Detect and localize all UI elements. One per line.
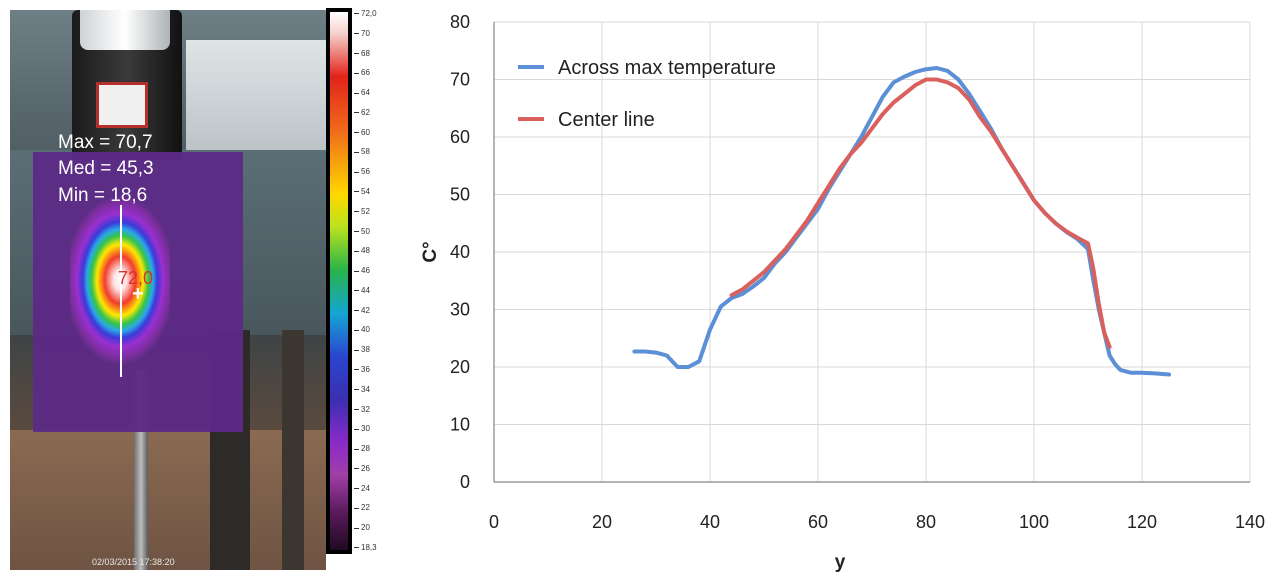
scale-tick-label: 28 xyxy=(354,445,370,453)
measurement-line xyxy=(120,205,122,377)
scale-tick-label: 54 xyxy=(354,188,370,196)
x-tick-label: 100 xyxy=(1019,512,1049,532)
scale-tick-label: 40 xyxy=(354,326,370,334)
scale-tick-label: 52 xyxy=(354,207,370,216)
scale-tick-label: 68 xyxy=(354,49,370,58)
scale-tick-label: 20 xyxy=(354,524,370,532)
x-tick-label: 80 xyxy=(916,512,936,532)
scale-tick-label: 44 xyxy=(354,286,370,295)
scale-tick-label: 50 xyxy=(354,227,370,236)
scale-tick-label: 60 xyxy=(354,128,370,137)
axes: 0 10 20 30 40 50 60 70 80 0 20 40 60 80 100 120 140 y C° xyxy=(420,12,1265,573)
scale-tick-label: 64 xyxy=(354,89,370,97)
scale-tick-label: 22 xyxy=(354,504,370,512)
x-tick-label: 0 xyxy=(489,512,499,532)
x-axis-title: y xyxy=(835,552,846,573)
chart-svg: 0 10 20 30 40 50 60 70 80 0 20 40 60 80 100 120 140 y C° A… xyxy=(420,12,1265,573)
y-tick-label: 10 xyxy=(450,415,470,435)
max-temperature: Max = 70,7 xyxy=(58,132,153,153)
capture-timestamp: 02/03/2015 17:38:20 xyxy=(92,557,175,567)
grid xyxy=(494,21,1251,482)
scale-tick-label: 30 xyxy=(354,425,370,433)
y-tick-label: 40 xyxy=(450,242,470,262)
scale-tick-label: 58 xyxy=(354,148,370,156)
y-tick-label: 0 xyxy=(460,472,470,492)
series-line-across-max-temperature xyxy=(632,66,1171,377)
x-tick-label: 140 xyxy=(1235,512,1265,532)
scale-tick-label: 48 xyxy=(354,247,370,255)
temperature-profile-chart: 0 10 20 30 40 50 60 70 80 0 20 40 60 80 100 120 140 y C° A… xyxy=(392,0,1269,576)
scale-tick-label: 56 xyxy=(354,168,370,176)
legend-label: Center line xyxy=(558,109,655,131)
y-tick-label: 30 xyxy=(450,300,470,320)
x-tick-label: 40 xyxy=(700,512,720,532)
x-tick-label: 120 xyxy=(1127,512,1157,532)
x-tick-label: 20 xyxy=(592,512,612,532)
photo-table-leg xyxy=(282,330,304,570)
x-tick-label: 60 xyxy=(808,512,828,532)
scale-tick-label: 32 xyxy=(354,405,370,414)
scale-tick-label: 46 xyxy=(354,267,370,275)
y-tick-label: 70 xyxy=(450,70,470,90)
thermal-photo xyxy=(10,10,326,570)
y-tick-label: 20 xyxy=(450,357,470,377)
y-axis-title: C° xyxy=(420,241,441,262)
min-temperature: Min = 18,6 xyxy=(58,185,148,206)
legend: Across max temperature Center line xyxy=(518,57,776,131)
y-tick-label: 50 xyxy=(450,185,470,205)
photo-floor xyxy=(10,430,326,570)
y-tick-label: 80 xyxy=(450,12,470,32)
scale-tick-label: 72,0 xyxy=(354,10,377,18)
scale-tick-label: 18,3 xyxy=(354,544,377,552)
scale-tick-label: 26 xyxy=(354,464,370,473)
scale-tick-label: 42 xyxy=(354,306,370,315)
color-scale-bar xyxy=(330,12,348,550)
series-line-center-line xyxy=(729,77,1112,349)
series xyxy=(632,66,1171,377)
scale-tick-label: 38 xyxy=(354,346,370,354)
median-temperature: Med = 45,3 xyxy=(58,158,154,179)
photo-motor-label xyxy=(96,82,148,128)
crosshair-icon: + xyxy=(132,283,144,305)
legend-label: Across max temperature xyxy=(558,57,776,79)
scale-tick-label: 36 xyxy=(354,366,370,374)
photo-box xyxy=(186,40,326,150)
color-scale-labels: 72,0 70 68 66 64 62 60 58 56 54 52 50 48 46 44 42 40 38 36… xyxy=(352,0,384,576)
photo-motor-cap xyxy=(80,10,170,50)
scale-tick-label: 70 xyxy=(354,29,370,38)
spot-temperature: 72,0 xyxy=(118,268,154,288)
scale-tick-label: 66 xyxy=(354,69,370,77)
thermal-image-panel: 72,0 + Max = 70,7 Med = 45,3 Min = 18,6 … xyxy=(0,0,377,576)
scale-tick-label: 62 xyxy=(354,108,370,117)
y-tick-label: 60 xyxy=(450,127,470,147)
scale-tick-label: 34 xyxy=(354,385,370,394)
scale-tick-label: 24 xyxy=(354,484,370,493)
